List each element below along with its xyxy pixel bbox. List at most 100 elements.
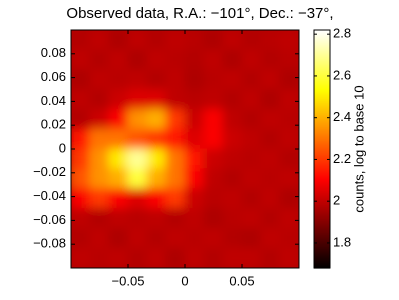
heatmap-cell — [203, 208, 224, 229]
heatmap-cell — [89, 208, 110, 229]
heatmap-cell — [241, 108, 262, 130]
colorbar-swatch — [314, 224, 330, 227]
heatmap-cell — [260, 108, 281, 130]
heatmap-cell — [127, 148, 148, 170]
heatmap-cell — [279, 148, 299, 170]
colorbar-swatch — [314, 180, 330, 183]
colorbar-swatch — [314, 198, 330, 201]
heatmap-cell — [222, 148, 243, 170]
heatmap-cell — [89, 188, 110, 209]
heatmap-cell — [203, 49, 224, 71]
heatmap-cell — [203, 148, 224, 170]
heatmap-cell — [127, 188, 148, 209]
heatmap-cell — [279, 30, 299, 51]
x-tick-label: 0.05 — [229, 273, 254, 288]
heatmap-cell — [241, 247, 262, 268]
y-tick-label: −0.04 — [33, 188, 66, 203]
heatmap-cell — [260, 49, 281, 71]
heatmap-cell — [89, 69, 110, 90]
colorbar-swatch — [314, 240, 330, 243]
colorbar-swatch — [314, 188, 330, 191]
colorbar-swatch — [314, 254, 330, 257]
heatmap-cell — [108, 128, 129, 150]
x-tick-label: −0.05 — [112, 273, 145, 288]
heatmap-cell — [184, 89, 205, 110]
heatmap-cell — [184, 148, 205, 170]
colorbar-swatch — [314, 38, 330, 41]
colorbar-swatch — [314, 162, 330, 165]
colorbar-swatch — [314, 86, 330, 89]
heatmap-cell — [203, 168, 224, 190]
colorbar-swatch — [314, 60, 330, 63]
y-tick-label: 0.06 — [41, 69, 66, 84]
colorbar-swatch — [314, 40, 330, 43]
colorbar-swatch — [314, 182, 330, 185]
heatmap-cell — [203, 128, 224, 150]
heatmap-cell — [165, 89, 186, 110]
colorbar-swatch — [314, 56, 330, 59]
colorbar-swatch — [314, 74, 330, 77]
colorbar-swatch — [314, 126, 330, 129]
colorbar-swatch — [314, 264, 330, 267]
colorbar-swatch — [314, 144, 330, 147]
colorbar-swatch — [314, 104, 330, 107]
heatmap-cell — [71, 49, 91, 71]
heatmap-cell — [222, 49, 243, 71]
heatmap-cell — [241, 227, 262, 249]
colorbar-swatch — [314, 184, 330, 187]
colorbar-swatch — [314, 160, 330, 163]
heatmap-cell — [203, 89, 224, 110]
heatmap-cell — [89, 49, 110, 71]
heatmap-cell — [222, 108, 243, 130]
heatmap-cell — [146, 89, 167, 110]
colorbar-tick-label: 2 — [333, 193, 340, 208]
colorbar-swatch — [314, 62, 330, 65]
colorbar-swatch — [314, 68, 330, 71]
colorbar-swatch — [314, 212, 330, 215]
colorbar-swatch — [314, 186, 330, 189]
heatmap-cell — [260, 168, 281, 190]
colorbar-frame — [313, 29, 331, 269]
heatmap-cell — [89, 128, 110, 150]
colorbar-swatch — [314, 72, 330, 75]
colorbar-swatch — [314, 208, 330, 211]
heatmap-cell — [165, 188, 186, 209]
colorbar-swatch — [314, 174, 330, 177]
colorbar-swatch — [314, 98, 330, 101]
colorbar-swatch — [314, 138, 330, 141]
y-tick-label: 0.02 — [41, 117, 66, 132]
colorbar-swatch — [314, 54, 330, 57]
colorbar-swatch — [314, 206, 330, 209]
colorbar-swatch — [314, 70, 330, 73]
heatmap-cell — [127, 49, 148, 71]
heatmap-cell — [108, 208, 129, 229]
colorbar-swatch — [314, 50, 330, 53]
heatmap-cell — [108, 227, 129, 249]
heatmap-cell — [89, 89, 110, 110]
heatmap-cell — [127, 168, 148, 190]
heatmap-cell — [89, 227, 110, 249]
colorbar-swatch — [314, 200, 330, 203]
heatmap-cell — [108, 168, 129, 190]
colorbar-swatch — [314, 202, 330, 205]
colorbar-swatch — [314, 32, 330, 35]
heatmap-cell — [127, 89, 148, 110]
colorbar-swatch — [314, 106, 330, 109]
colorbar-swatch — [314, 94, 330, 97]
colorbar-tick-label: 2.2 — [333, 151, 351, 166]
colorbar-swatch — [314, 246, 330, 249]
colorbar-swatch — [314, 250, 330, 253]
colorbar-swatch — [314, 78, 330, 81]
colorbar-tick-label: 2.8 — [333, 26, 351, 41]
heatmap-cell — [203, 247, 224, 268]
colorbar-swatch — [314, 30, 330, 33]
colorbar-swatch — [314, 166, 330, 169]
colorbar-swatch — [314, 152, 330, 155]
heatmap-cell — [146, 108, 167, 130]
heatmap-cell — [165, 168, 186, 190]
heatmap-cell — [71, 128, 91, 150]
heatmap-cell — [146, 30, 167, 51]
colorbar-swatch — [314, 232, 330, 235]
heatmap-cell — [165, 49, 186, 71]
heatmap — [71, 30, 299, 268]
